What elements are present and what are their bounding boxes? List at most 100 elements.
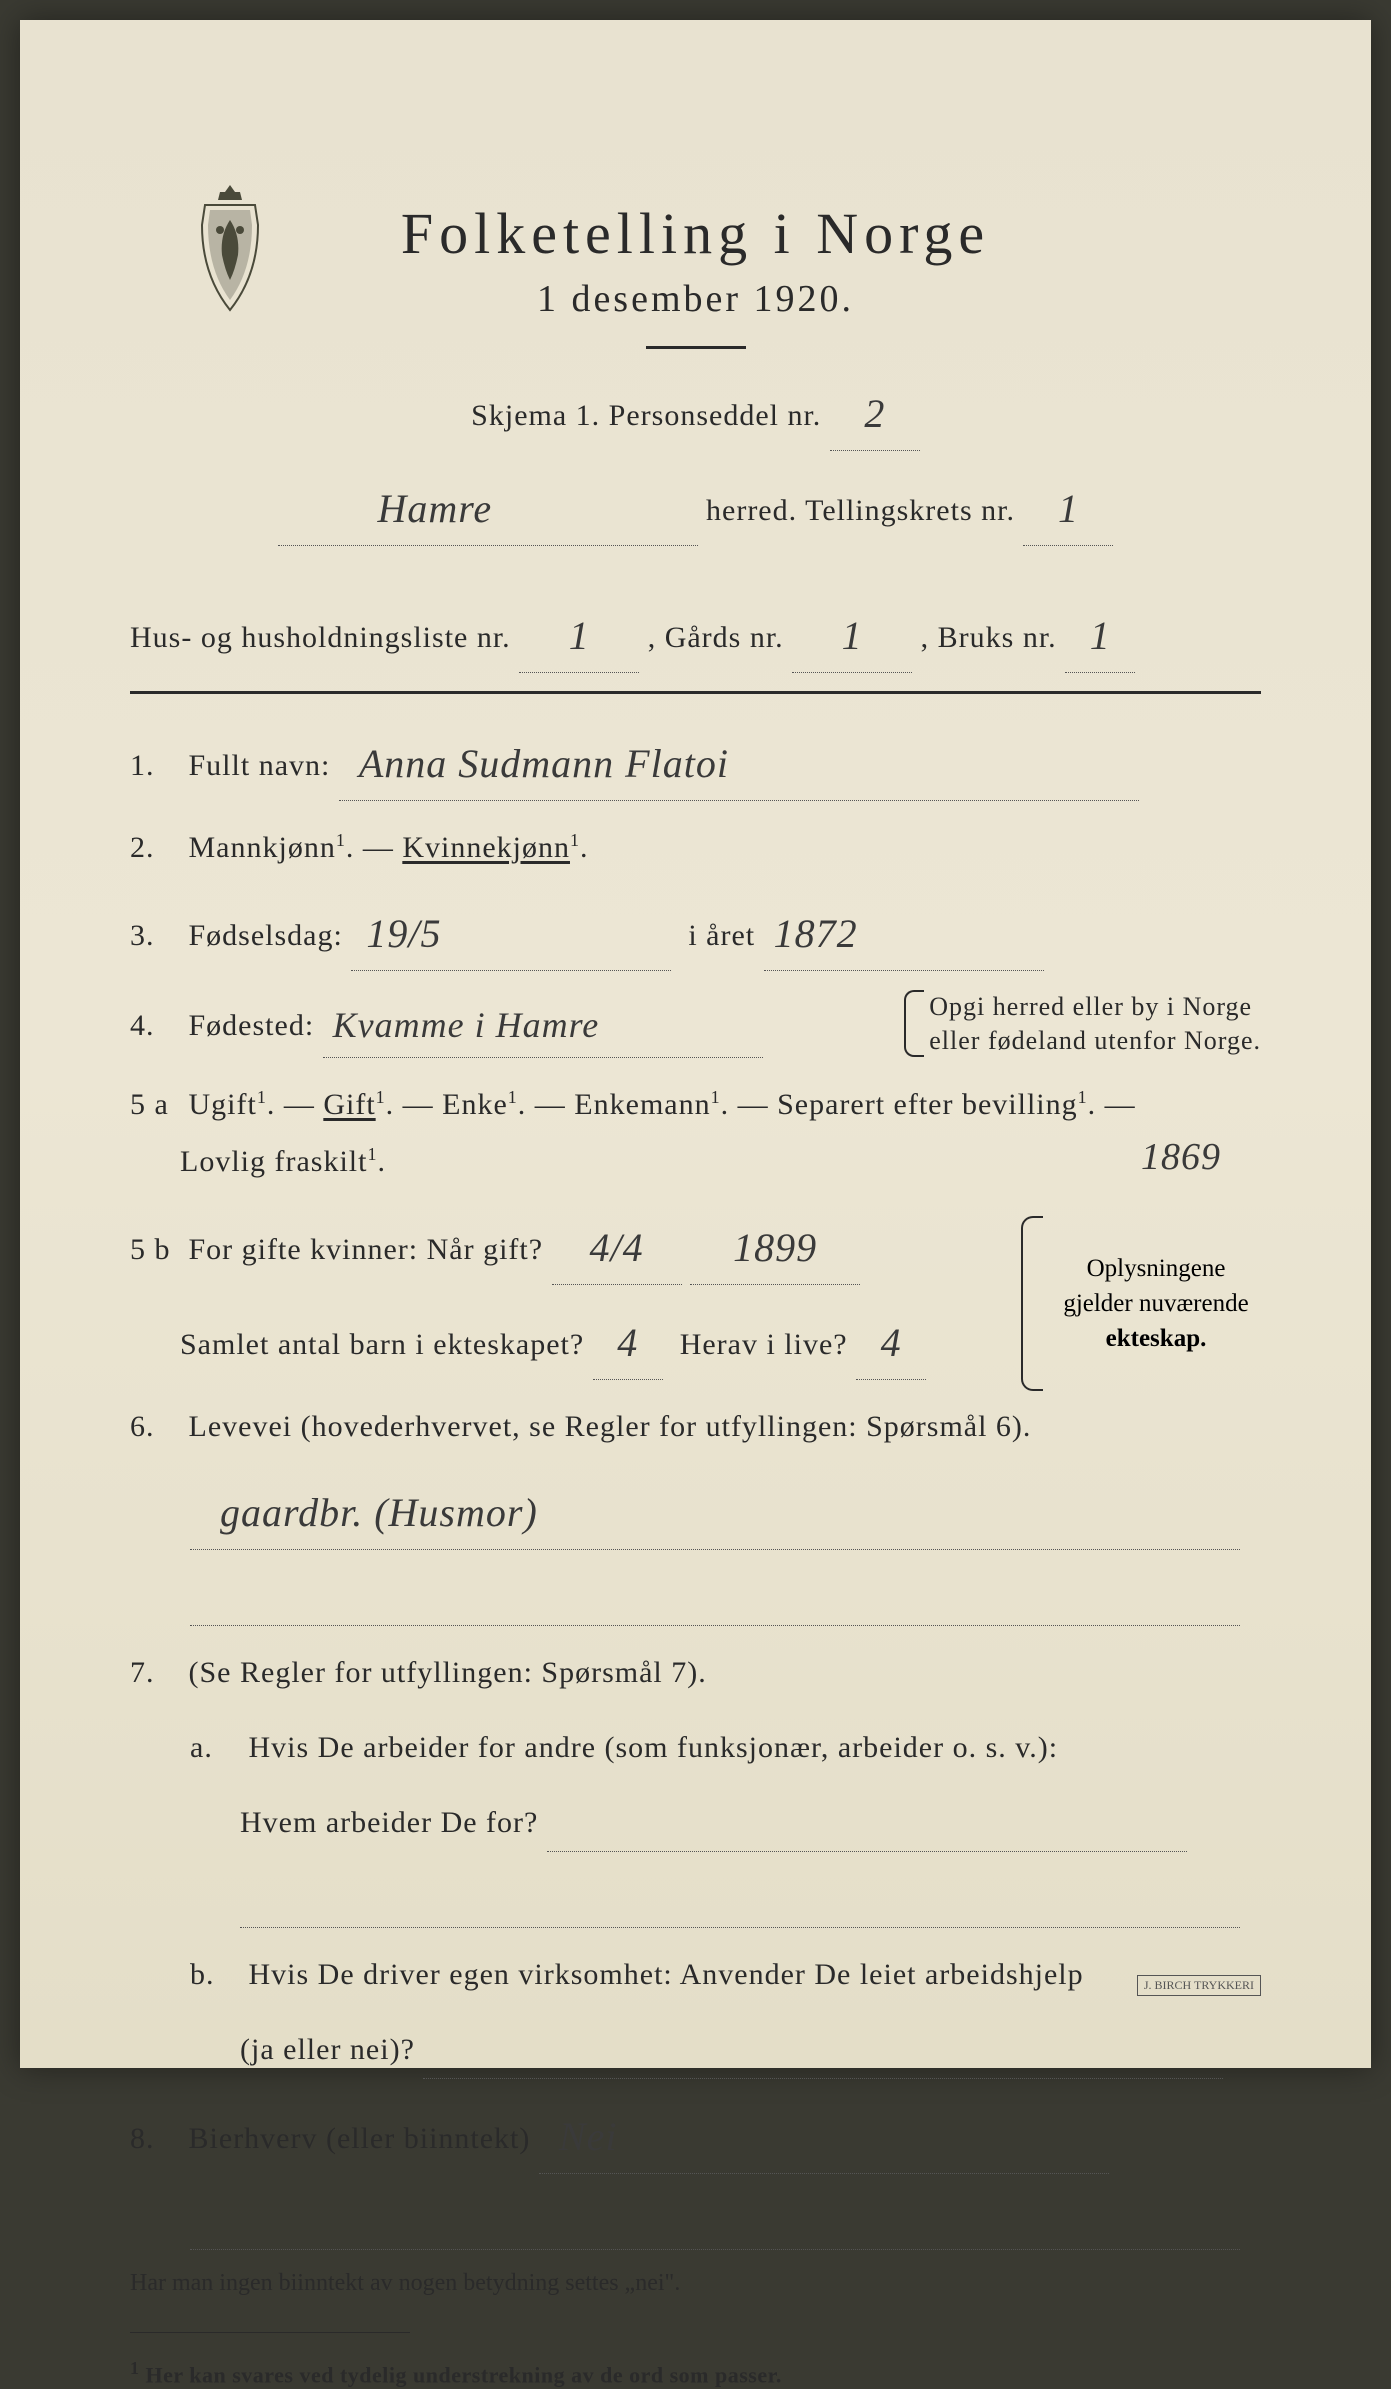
q5b-label1: For gifte kvinner: Når gift? <box>189 1233 544 1266</box>
q7a-num: a. <box>190 1719 240 1776</box>
q7b-text2: (ja eller nei)? <box>240 2033 415 2066</box>
q5b-side-l3: ekteskap. <box>1051 1321 1261 1356</box>
q5a-opt3: Enke <box>442 1088 508 1121</box>
q4-note-l2: eller fødeland utenfor Norge. <box>929 1024 1261 1058</box>
herred-label: herred. Tellingskrets nr. <box>706 494 1015 527</box>
q2-num: 2. <box>130 819 180 876</box>
q4-num: 4. <box>130 997 180 1054</box>
footnote-1: Har man ingen biinntekt av nogen betydni… <box>130 2270 1261 2297</box>
gards-label: , Gårds nr. <box>648 621 784 654</box>
section-divider-1 <box>130 691 1261 694</box>
q5b-side-note: Oplysningene gjelder nuværende ekteskap. <box>1021 1251 1261 1356</box>
q5b-date: 4/4 <box>590 1225 644 1270</box>
q5a-opt4: Enkemann <box>574 1088 710 1121</box>
q5b-label2: Samlet antal barn i ekteskapet? <box>180 1328 584 1361</box>
footnote-2: 1 Her kan svares ved tydelig understrekn… <box>130 2358 1261 2388</box>
q3-num: 3. <box>130 907 180 964</box>
skjema-label: Skjema 1. Personseddel nr. <box>471 399 821 432</box>
q2-dash: — <box>363 831 403 864</box>
q7a-text2: Hvem arbeider De for? <box>240 1806 538 1839</box>
q4-value: Kvamme i Hamre <box>333 1005 600 1045</box>
q2-super1: 1 <box>336 830 346 850</box>
q7a-line2: Hvem arbeider De for? <box>130 1794 1261 1852</box>
q5a-line: 5 a Ugift1. — Gift1. — Enke1. — Enkemann… <box>130 1076 1261 1190</box>
q1-label: Fullt navn: <box>189 749 331 782</box>
q5a-opt5: Separert efter bevilling <box>777 1088 1078 1121</box>
coat-of-arms-icon <box>180 180 280 320</box>
personseddel-nr: 2 <box>864 391 885 436</box>
gards-nr: 1 <box>842 613 863 658</box>
q2-mann: Mannkjønn <box>189 831 336 864</box>
q6-label: Levevei (hovederhvervet, se Regler for u… <box>189 1410 1032 1443</box>
q7a-line1: a. Hvis De arbeider for andre (som funks… <box>130 1719 1261 1776</box>
footnote-2-num: 1 <box>130 2358 140 2378</box>
q8-line: 8. Bierhverv (eller biinntekt) Nei <box>130 2097 1261 2174</box>
q5b-label3: Herav i live? <box>680 1328 848 1361</box>
q2-super2: 1 <box>570 830 580 850</box>
q6-value: gaardbr. (Husmor) <box>220 1490 538 1535</box>
bruks-label: , Bruks nr. <box>921 621 1057 654</box>
q7-label: (Se Regler for utfyllingen: Spørsmål 7). <box>189 1656 707 1689</box>
q6-value-line: gaardbr. (Husmor) <box>130 1473 1261 1550</box>
q3-label: Fødselsdag: <box>189 919 343 952</box>
q4-note: Opgi herred eller by i Norge eller fødel… <box>904 990 1261 1058</box>
q2-kvinne: Kvinnekjønn <box>402 831 570 864</box>
q6-num: 6. <box>130 1398 180 1455</box>
census-document: Folketelling i Norge 1 desember 1920. Sk… <box>20 20 1371 2068</box>
q5b-children: 4 <box>617 1320 638 1365</box>
q5a-opt6: Lovlig fraskilt <box>130 1145 367 1178</box>
q4-line: 4. Fødested: Kvamme i Hamre Opgi herred … <box>130 989 1261 1058</box>
q4-label: Fødested: <box>189 1009 315 1042</box>
q7b-num: b. <box>190 1946 240 2003</box>
q5a-num: 5 a <box>130 1076 180 1133</box>
q5b-year: 1899 <box>733 1225 817 1270</box>
q3-year: 1872 <box>774 911 858 956</box>
hus-nr: 1 <box>569 613 590 658</box>
q8-num: 8. <box>130 2110 180 2167</box>
q3-line: 3. Fødselsdag: 19/5 i året 1872 <box>130 894 1261 971</box>
q5b-side-l1: Oplysningene <box>1051 1251 1261 1286</box>
herred-value: Hamre <box>378 486 493 531</box>
q6-blank-line <box>130 1568 1261 1626</box>
q5b-line1: 5 b For gifte kvinner: Når gift? 4/4 189… <box>130 1208 1021 1285</box>
q7b-line1: b. Hvis De driver egen virksomhet: Anven… <box>130 1946 1261 2003</box>
q5a-opt2: Gift <box>323 1088 375 1121</box>
document-title: Folketelling i Norge <box>130 200 1261 267</box>
printer-mark: J. BIRCH TRYKKERI <box>1137 1975 1261 1996</box>
q8-value: Nei <box>559 2114 618 2159</box>
q7-num: 7. <box>130 1644 180 1701</box>
q5b-line2: Samlet antal barn i ekteskapet? 4 Herav … <box>130 1303 1021 1380</box>
herred-line: Hamre herred. Tellingskrets nr. 1 <box>130 469 1261 546</box>
q8-blank <box>130 2192 1261 2250</box>
hus-line: Hus- og husholdningsliste nr. 1 , Gårds … <box>130 596 1261 673</box>
q7b-line2: (ja eller nei)? <box>130 2021 1261 2079</box>
q7b-text1: Hvis De driver egen virksomhet: Anvender… <box>249 1958 1084 1991</box>
bruks-nr: 1 <box>1090 613 1111 658</box>
q5a-margin-note: 1869 <box>1141 1121 1221 1193</box>
q4-note-l1: Opgi herred eller by i Norge <box>929 990 1261 1024</box>
q7a-text1: Hvis De arbeider for andre (som funksjon… <box>249 1731 1059 1764</box>
q8-label: Bierhverv (eller biinntekt) <box>189 2122 531 2155</box>
q5b-num: 5 b <box>130 1221 180 1278</box>
skjema-line: Skjema 1. Personseddel nr. 2 <box>130 374 1261 451</box>
q3-year-label: i året <box>688 919 755 952</box>
footnote-divider <box>130 2332 410 2333</box>
q5b-block: 5 b For gifte kvinner: Når gift? 4/4 189… <box>130 1208 1261 1398</box>
footnote-2-text: Her kan svares ved tydelig understreknin… <box>146 2363 782 2388</box>
q1-num: 1. <box>130 737 180 794</box>
title-divider <box>646 346 746 349</box>
q7-line: 7. (Se Regler for utfyllingen: Spørsmål … <box>130 1644 1261 1701</box>
hus-label: Hus- og husholdningsliste nr. <box>130 621 511 654</box>
q1-line: 1. Fullt navn: Anna Sudmann Flatoi <box>130 724 1261 801</box>
q3-day: 19/5 <box>366 911 441 956</box>
q6-line: 6. Levevei (hovederhvervet, se Regler fo… <box>130 1398 1261 1455</box>
tellingskrets-nr: 1 <box>1058 486 1079 531</box>
document-header: Folketelling i Norge 1 desember 1920. Sk… <box>130 200 1261 546</box>
q2-line: 2. Mannkjønn1. — Kvinnekjønn1. <box>130 819 1261 876</box>
document-date: 1 desember 1920. <box>130 277 1261 321</box>
q5b-alive: 4 <box>881 1320 902 1365</box>
q7a-blank <box>130 1870 1261 1928</box>
q5b-side-l2: gjelder nuværende <box>1051 1286 1261 1321</box>
q1-value: Anna Sudmann Flatoi <box>359 741 729 786</box>
q5a-opt1: Ugift <box>189 1088 257 1121</box>
